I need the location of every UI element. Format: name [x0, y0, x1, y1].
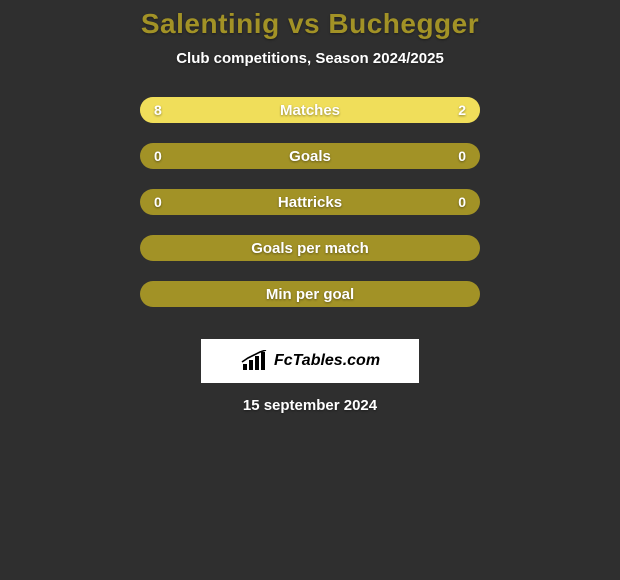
- pill-fill-right: [412, 97, 480, 123]
- value-left: 8: [154, 102, 162, 118]
- comparison-infographic: Salentinig vs Buchegger Club competition…: [0, 0, 620, 580]
- value-right: 0: [458, 148, 466, 164]
- stat-row: 0 0 Goals: [140, 143, 480, 169]
- value-left: 0: [154, 148, 162, 164]
- stat-pill: 8 2 Matches: [140, 97, 480, 123]
- brand-box: FcTables.com: [201, 339, 419, 383]
- brand-chart-icon: [240, 350, 268, 372]
- stat-row: 0 0 Hattricks: [140, 189, 480, 215]
- value-right: 0: [458, 194, 466, 210]
- stat-row: Goals per match: [140, 235, 480, 261]
- rows-container: 8 2 Matches 0 0 Goals 0 0 Hattricks Goals per mat…: [140, 97, 480, 327]
- date-label: 15 september 2024: [243, 397, 377, 414]
- stat-pill: Goals per match: [140, 235, 480, 261]
- stat-label: Min per goal: [266, 286, 354, 303]
- stat-row: Min per goal: [140, 281, 480, 307]
- page-subtitle: Club competitions, Season 2024/2025: [176, 50, 444, 67]
- stat-row: 8 2 Matches: [140, 97, 480, 123]
- stat-pill: 0 0 Hattricks: [140, 189, 480, 215]
- stat-pill: 0 0 Goals: [140, 143, 480, 169]
- stat-label: Goals: [289, 148, 331, 165]
- value-right: 2: [458, 102, 466, 118]
- pill-fill-left: [140, 97, 412, 123]
- stat-pill: Min per goal: [140, 281, 480, 307]
- stat-label: Matches: [280, 102, 340, 119]
- stat-label: Goals per match: [251, 240, 369, 257]
- value-left: 0: [154, 194, 162, 210]
- page-title: Salentinig vs Buchegger: [141, 8, 479, 40]
- brand-label: FcTables.com: [274, 352, 380, 370]
- stat-label: Hattricks: [278, 194, 342, 211]
